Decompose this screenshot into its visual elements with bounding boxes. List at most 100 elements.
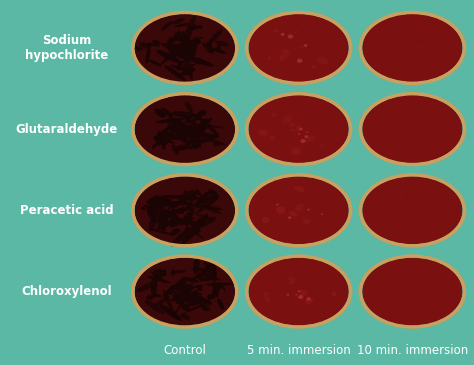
Ellipse shape [161,43,178,52]
Ellipse shape [191,190,195,195]
Ellipse shape [206,264,212,268]
Ellipse shape [201,306,206,310]
Ellipse shape [200,306,204,307]
Ellipse shape [184,197,189,202]
Ellipse shape [160,304,182,321]
Ellipse shape [188,227,200,232]
Ellipse shape [167,40,171,43]
Ellipse shape [155,40,159,46]
Ellipse shape [189,296,196,300]
Ellipse shape [153,197,160,203]
Ellipse shape [203,206,221,214]
Ellipse shape [299,128,302,130]
Ellipse shape [148,59,162,66]
Ellipse shape [174,47,179,53]
Ellipse shape [170,128,176,131]
Ellipse shape [185,293,190,297]
Ellipse shape [193,25,201,30]
Ellipse shape [210,190,215,195]
Ellipse shape [173,228,178,235]
Ellipse shape [170,271,175,274]
Ellipse shape [195,298,210,311]
Ellipse shape [291,147,301,155]
Ellipse shape [171,134,175,137]
Ellipse shape [194,190,198,196]
Ellipse shape [189,51,192,54]
Ellipse shape [135,96,235,164]
Ellipse shape [143,205,151,208]
Ellipse shape [296,126,302,131]
Ellipse shape [155,118,184,123]
Ellipse shape [276,204,279,205]
Ellipse shape [199,273,220,281]
Ellipse shape [166,131,170,139]
Ellipse shape [150,199,156,203]
Ellipse shape [209,294,212,298]
Ellipse shape [170,289,176,293]
Ellipse shape [288,34,293,39]
Ellipse shape [201,296,207,302]
Ellipse shape [204,300,211,304]
Ellipse shape [199,272,207,274]
Ellipse shape [142,43,151,46]
Ellipse shape [182,31,185,36]
Ellipse shape [214,47,219,50]
Ellipse shape [135,258,235,327]
Text: Sodium
hypochlorite: Sodium hypochlorite [25,34,108,62]
Ellipse shape [186,202,193,205]
Ellipse shape [156,274,166,277]
Ellipse shape [210,48,214,53]
Ellipse shape [155,201,184,207]
Ellipse shape [176,285,204,291]
Ellipse shape [182,195,191,200]
Ellipse shape [152,41,161,43]
Ellipse shape [173,271,175,274]
Ellipse shape [172,229,174,237]
Ellipse shape [195,125,212,141]
Ellipse shape [188,39,201,45]
Ellipse shape [199,26,202,29]
Ellipse shape [166,132,173,138]
Ellipse shape [171,203,174,211]
Ellipse shape [187,204,192,208]
Ellipse shape [171,52,181,55]
Ellipse shape [211,282,221,299]
Ellipse shape [201,124,206,131]
Ellipse shape [362,257,463,326]
Ellipse shape [213,272,216,275]
Ellipse shape [156,131,163,146]
Ellipse shape [166,218,169,225]
Ellipse shape [177,196,191,203]
Ellipse shape [184,120,194,123]
Ellipse shape [215,283,219,289]
Ellipse shape [186,303,196,306]
Ellipse shape [182,33,186,37]
Ellipse shape [209,189,214,194]
Ellipse shape [195,199,217,214]
Ellipse shape [192,136,198,138]
Ellipse shape [192,292,196,297]
Ellipse shape [183,72,189,75]
Ellipse shape [165,212,170,214]
Ellipse shape [159,276,162,280]
Ellipse shape [158,211,166,225]
Ellipse shape [168,214,174,216]
Ellipse shape [189,111,210,126]
Ellipse shape [183,283,193,290]
Ellipse shape [175,229,182,232]
Ellipse shape [169,203,177,208]
Ellipse shape [271,113,276,117]
Ellipse shape [175,211,183,214]
Ellipse shape [170,38,175,42]
Ellipse shape [172,296,202,301]
Ellipse shape [139,42,142,46]
Ellipse shape [169,134,174,137]
Ellipse shape [321,213,323,215]
Ellipse shape [158,120,182,135]
Ellipse shape [195,37,204,40]
Ellipse shape [170,118,180,121]
Ellipse shape [182,35,188,40]
Ellipse shape [180,128,184,134]
Ellipse shape [147,203,155,215]
Ellipse shape [184,38,191,50]
